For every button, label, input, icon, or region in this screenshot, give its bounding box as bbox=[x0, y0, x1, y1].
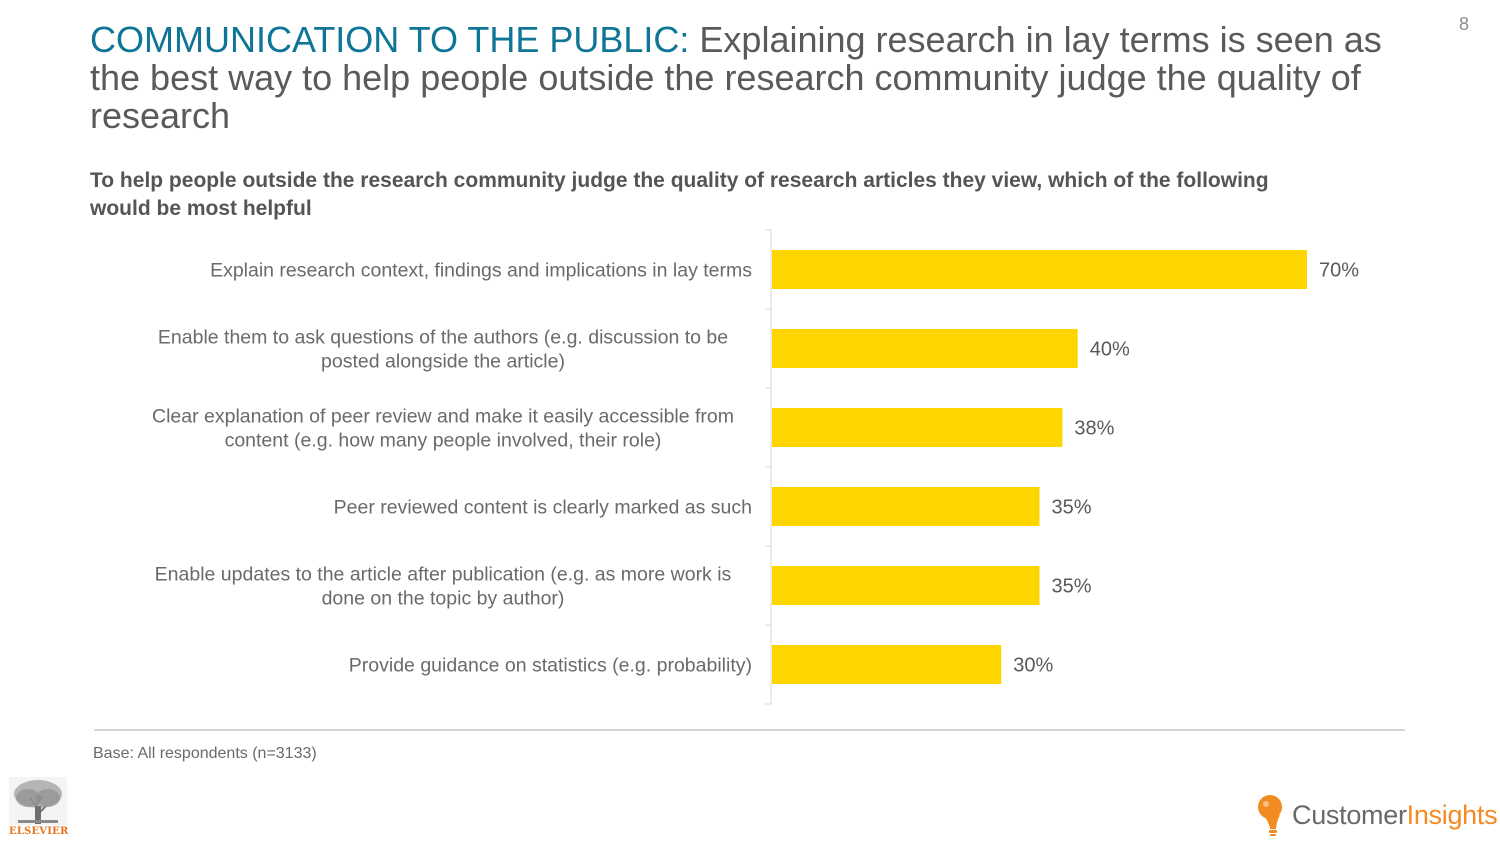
category-label-1: Explain research context, findings and i… bbox=[210, 260, 752, 282]
data-label-5: 35% bbox=[1052, 576, 1092, 598]
page-title-rest: Explaining research in lay terms is seen… bbox=[90, 19, 1382, 136]
bar-5 bbox=[772, 566, 1040, 605]
page-title: COMMUNICATION TO THE PUBLIC: Explaining … bbox=[90, 21, 1420, 135]
footer-divider bbox=[94, 729, 1405, 731]
category-label-4: Peer reviewed content is clearly marked … bbox=[334, 497, 752, 519]
page-title-accent: COMMUNICATION TO THE PUBLIC: bbox=[90, 19, 690, 60]
bar-4 bbox=[772, 487, 1040, 526]
page-number: 8 bbox=[1458, 14, 1469, 34]
chart-question: To help people outside the research comm… bbox=[90, 169, 1269, 220]
elsevier-wordmark: ELSEVIER bbox=[9, 826, 69, 837]
data-label-4: 35% bbox=[1052, 497, 1092, 519]
category-label-5-line-2: done on the topic by author) bbox=[322, 588, 565, 610]
data-label-6: 30% bbox=[1013, 655, 1053, 677]
data-label-3: 38% bbox=[1074, 418, 1114, 440]
lightbulb-icon bbox=[1258, 795, 1282, 836]
category-label-2-line-2: posted alongside the article) bbox=[321, 351, 565, 373]
base-note: Base: All respondents (n=3133) bbox=[93, 745, 317, 762]
customer-insights-logo: CustomerInsights bbox=[1256, 793, 1498, 837]
bar-1 bbox=[772, 250, 1307, 289]
category-label-5-line-1: Enable updates to the article after publ… bbox=[155, 564, 732, 586]
customer-insights-wordmark: CustomerInsights bbox=[1292, 799, 1498, 830]
category-label-2-line-1: Enable them to ask questions of the auth… bbox=[158, 327, 728, 349]
bar-3 bbox=[772, 408, 1063, 447]
elsevier-tree-icon bbox=[9, 777, 67, 825]
bar-6 bbox=[772, 645, 1002, 684]
bar-2 bbox=[772, 329, 1078, 368]
category-label-3-line-2: content (e.g. how many people involved, … bbox=[225, 430, 662, 452]
data-label-1: 70% bbox=[1319, 260, 1359, 282]
category-label-3-line-1: Clear explanation of peer review and mak… bbox=[152, 406, 734, 428]
category-label-6: Provide guidance on statistics (e.g. pro… bbox=[349, 655, 752, 677]
data-label-2: 40% bbox=[1090, 339, 1130, 361]
